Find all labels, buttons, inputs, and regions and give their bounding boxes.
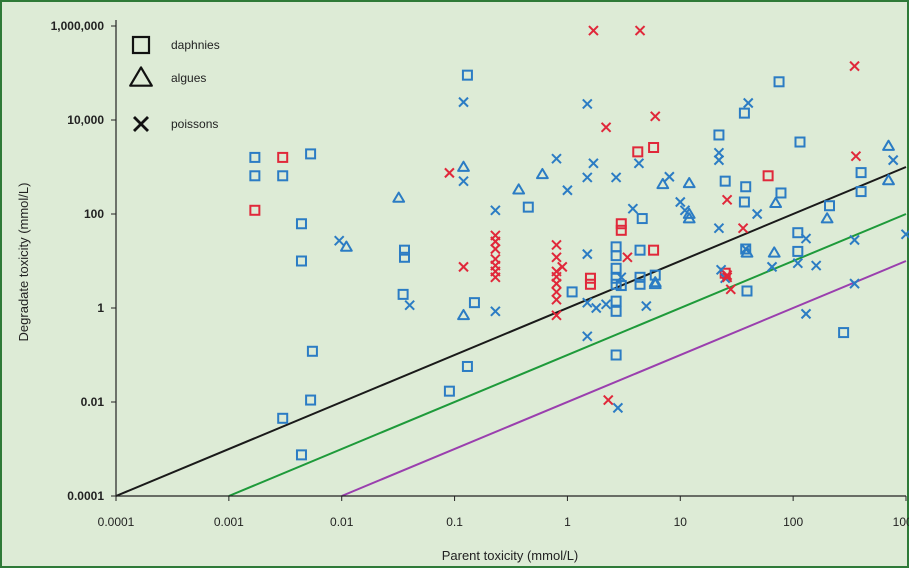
legend-label-x: poissons xyxy=(171,117,218,131)
y-tick-label: 0.01 xyxy=(81,395,105,409)
x-tick-label: 1000 xyxy=(893,515,909,529)
y-tick-label: 10,000 xyxy=(67,113,104,127)
x-tick-label: 0.001 xyxy=(214,515,244,529)
x-tick-label: 10 xyxy=(674,515,688,529)
y-axis-label: Degradate toxicity (mmol/L) xyxy=(16,183,31,342)
legend-label-triangle: algues xyxy=(171,71,206,85)
x-tick-label: 0.0001 xyxy=(98,515,135,529)
legend-label-square: daphnies xyxy=(171,38,220,52)
y-tick-label: 0.0001 xyxy=(67,489,104,503)
x-axis-label: Parent toxicity (mmol/L) xyxy=(442,548,579,563)
y-tick-label: 100 xyxy=(84,207,104,221)
x-tick-label: 0.1 xyxy=(446,515,463,529)
x-tick-label: 0.01 xyxy=(330,515,354,529)
x-tick-label: 1 xyxy=(564,515,571,529)
y-tick-label: 1,000,000 xyxy=(51,19,105,33)
x-tick-label: 100 xyxy=(783,515,803,529)
y-tick-label: 1 xyxy=(97,301,104,315)
